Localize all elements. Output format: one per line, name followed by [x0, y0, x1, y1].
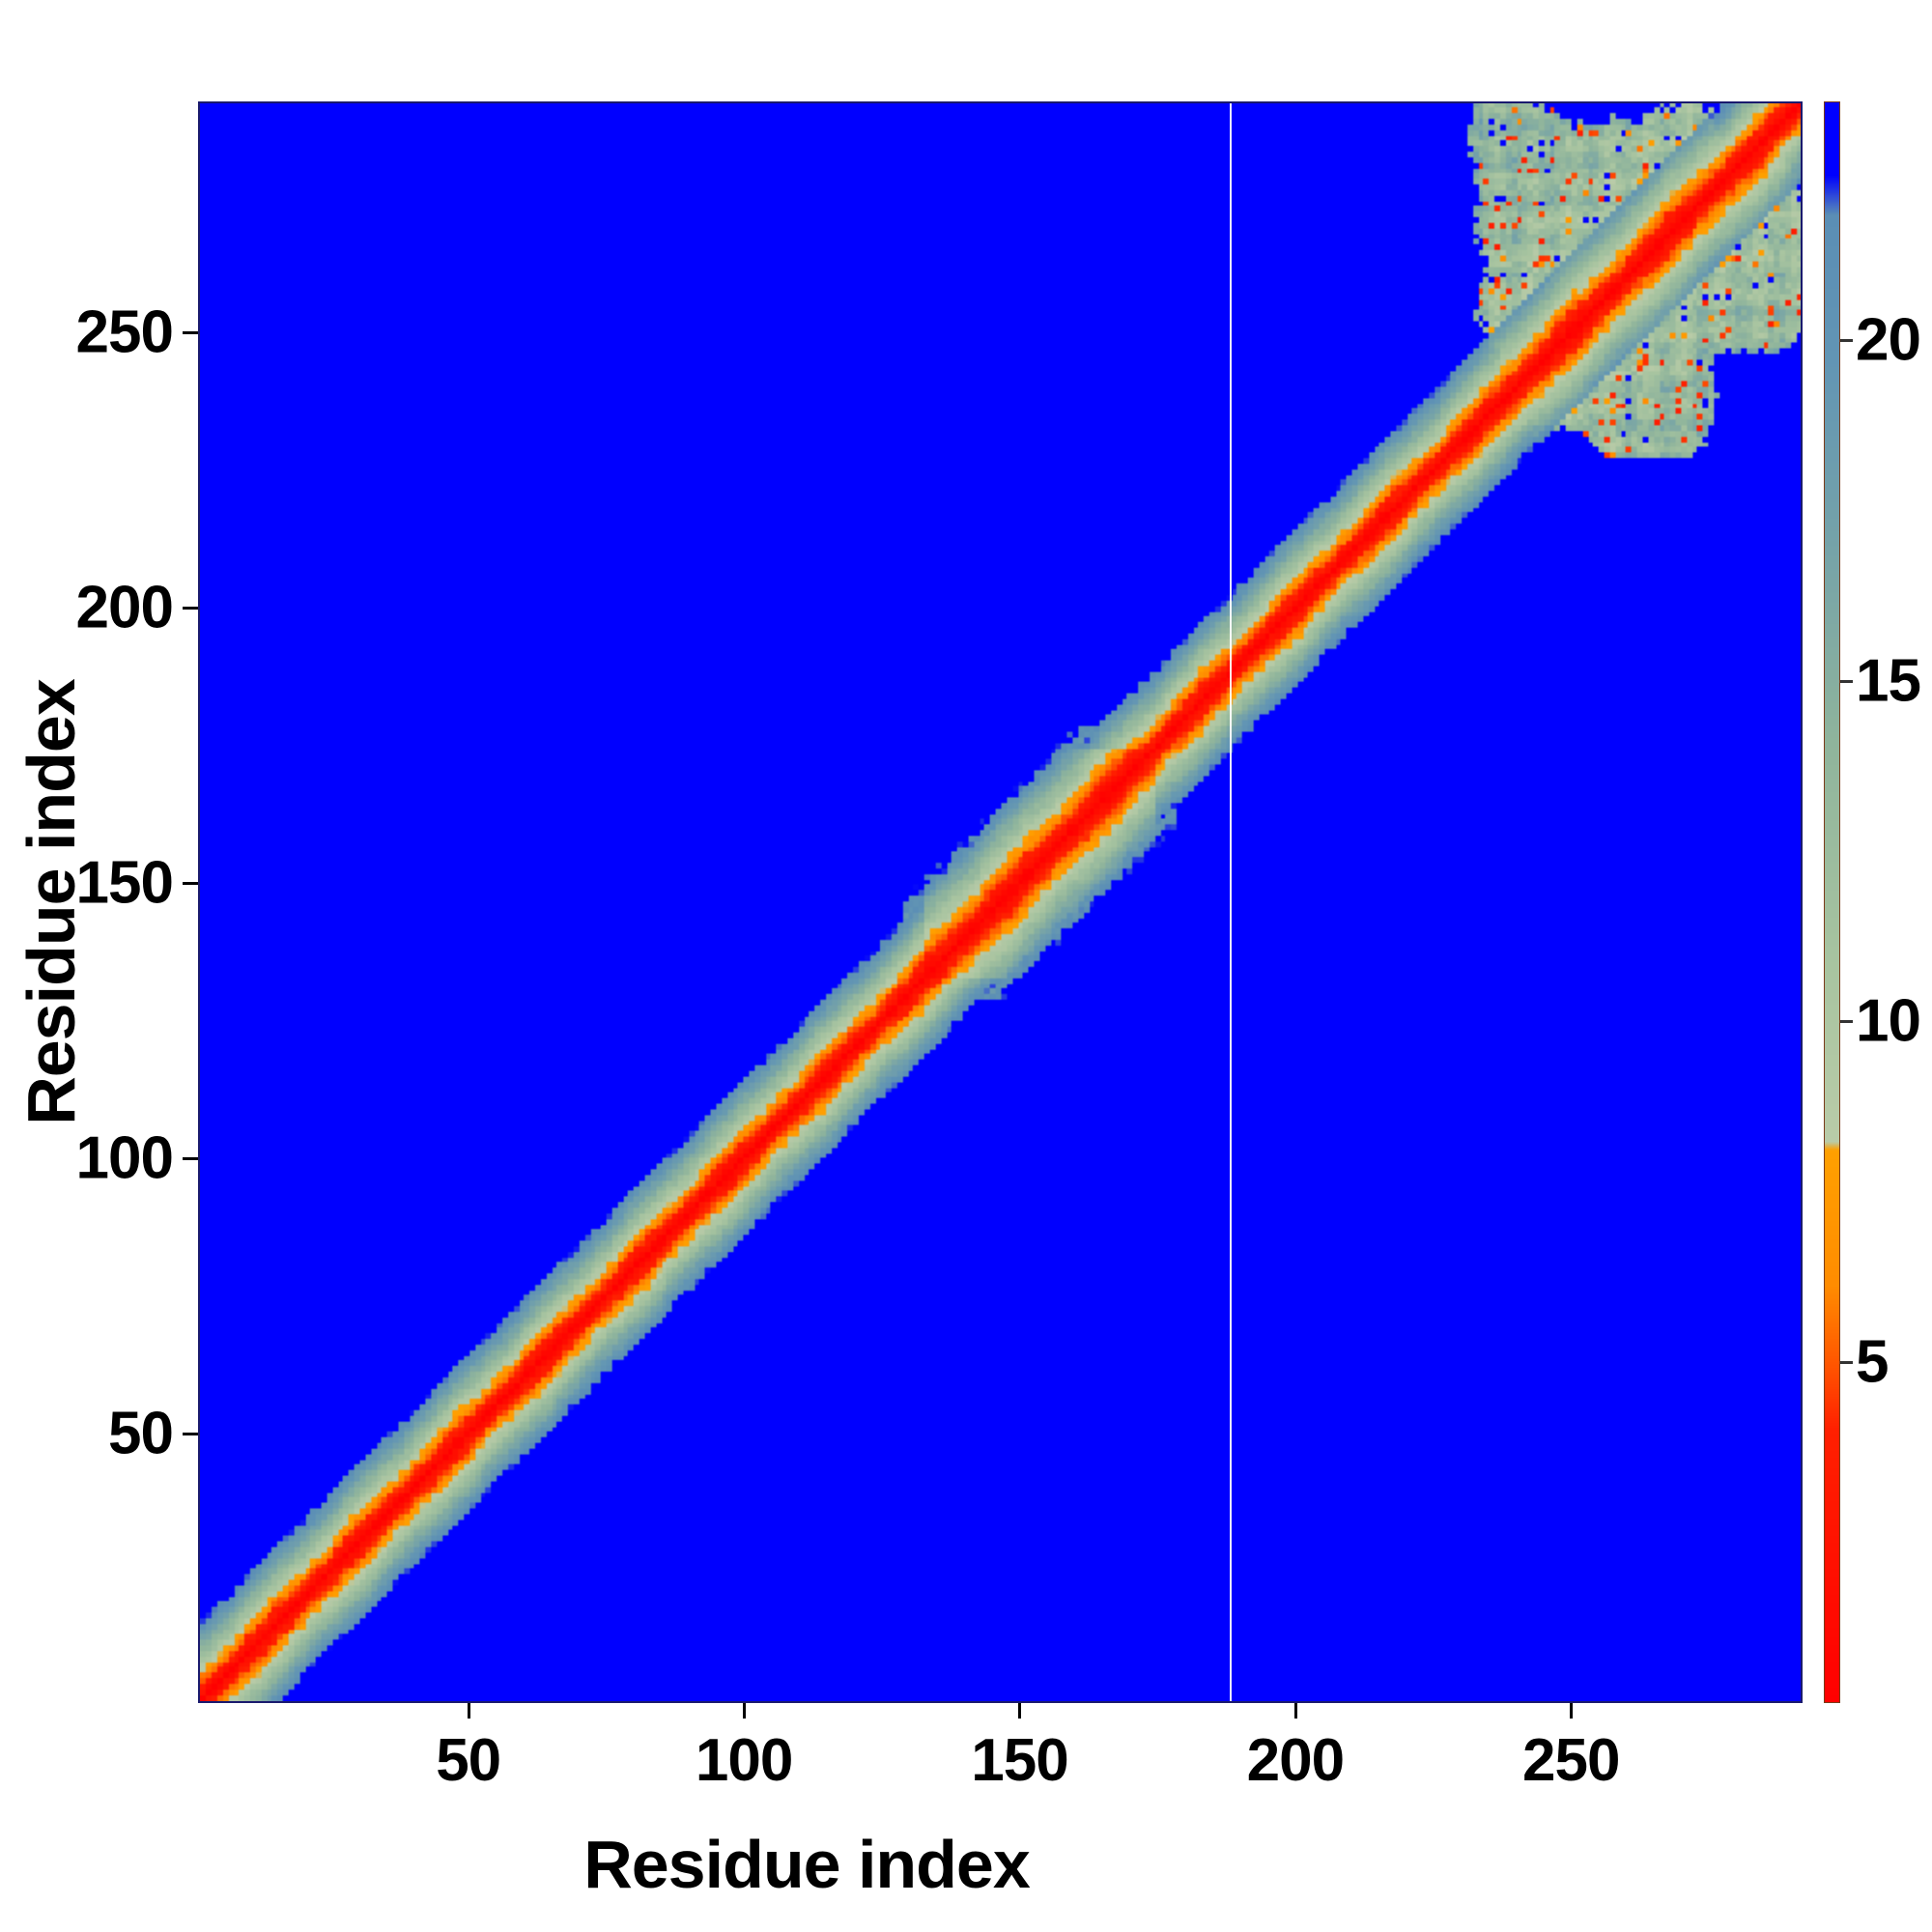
x-axis-tick-label: 100	[695, 1727, 793, 1794]
colorbar-tick	[1840, 338, 1853, 342]
y-axis-tick-label: 100	[75, 1124, 174, 1192]
x-axis-tick	[467, 1703, 470, 1719]
y-axis-tick	[183, 607, 198, 611]
x-axis-title: Residue index	[0, 1826, 1932, 1903]
x-axis-tick	[1018, 1703, 1022, 1719]
y-axis-tick	[183, 331, 198, 335]
x-axis-tick-label: 50	[436, 1727, 501, 1794]
x-axis-tick	[743, 1703, 747, 1719]
colorbar	[1824, 101, 1840, 1703]
y-axis-tick	[183, 1432, 198, 1435]
heatmap-canvas	[200, 103, 1801, 1701]
y-axis-tick	[183, 882, 198, 886]
colorbar-tick-label: 15	[1856, 647, 1921, 715]
y-axis-tick-label: 150	[75, 849, 174, 917]
x-axis-tick-label: 150	[971, 1727, 1068, 1794]
heatmap-plot-area	[198, 101, 1803, 1703]
y-axis-tick-label: 250	[75, 298, 174, 366]
colorbar-gradient	[1825, 102, 1839, 1702]
x-axis-tick-label: 200	[1246, 1727, 1345, 1794]
x-axis-title-text: Residue index	[583, 1827, 1031, 1902]
y-axis-tick-label: 200	[75, 574, 174, 641]
x-axis-tick	[1570, 1703, 1574, 1719]
y-axis-tick	[183, 1156, 198, 1160]
domain-separator-line	[1230, 103, 1233, 1701]
colorbar-tick-label: 5	[1856, 1328, 1889, 1396]
y-axis-tick-label: 50	[108, 1400, 174, 1467]
colorbar-tick	[1840, 1361, 1853, 1365]
colorbar-tick	[1840, 1020, 1853, 1024]
x-axis-tick	[1293, 1703, 1297, 1719]
x-axis-tick-label: 250	[1522, 1727, 1620, 1794]
colorbar-tick	[1840, 679, 1853, 683]
y-axis-title: Residue index	[14, 101, 89, 1703]
y-axis-title-text: Residue index	[14, 679, 89, 1125]
colorbar-tick-label: 10	[1856, 987, 1921, 1055]
colorbar-tick-label: 20	[1856, 306, 1921, 374]
